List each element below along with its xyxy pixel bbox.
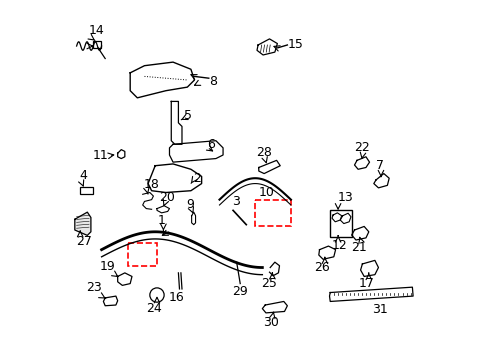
Text: 2: 2 [192, 172, 200, 185]
Text: 29: 29 [232, 285, 247, 298]
Text: 26: 26 [314, 261, 329, 274]
Text: 31: 31 [371, 303, 387, 316]
Text: 23: 23 [86, 281, 102, 294]
Text: 24: 24 [146, 302, 162, 315]
Text: 3: 3 [231, 195, 239, 208]
Text: 4: 4 [80, 169, 87, 182]
Text: 18: 18 [143, 178, 159, 191]
Text: 10: 10 [258, 185, 274, 199]
Text: 27: 27 [76, 235, 92, 248]
Text: 28: 28 [256, 145, 271, 158]
Text: 1: 1 [157, 214, 165, 227]
Text: 30: 30 [263, 316, 279, 329]
Text: 11: 11 [92, 149, 108, 162]
Text: 21: 21 [350, 242, 366, 255]
Text: 12: 12 [331, 239, 347, 252]
Text: 6: 6 [206, 138, 214, 151]
Polygon shape [75, 212, 91, 235]
Text: 19: 19 [99, 260, 115, 273]
Text: 17: 17 [358, 277, 374, 290]
Text: 14: 14 [88, 24, 104, 37]
Text: 25: 25 [261, 277, 277, 290]
Text: 20: 20 [159, 191, 175, 204]
Text: 13: 13 [337, 191, 353, 204]
Text: 16: 16 [168, 291, 184, 304]
Text: 15: 15 [287, 39, 304, 51]
Text: 8: 8 [208, 75, 216, 88]
Text: 9: 9 [186, 198, 194, 211]
Text: 7: 7 [375, 159, 384, 172]
Text: 22: 22 [354, 141, 369, 154]
Text: 5: 5 [183, 109, 191, 122]
